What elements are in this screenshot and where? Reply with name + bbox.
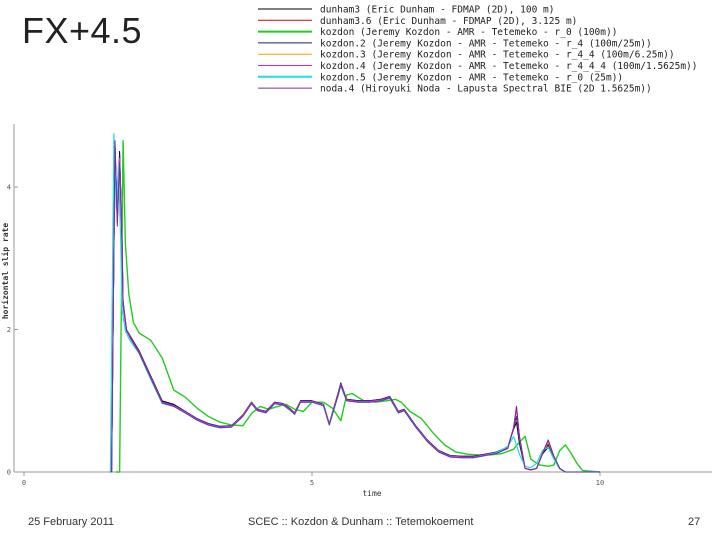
series-line <box>110 147 600 473</box>
footer-date: 25 February 2011 <box>28 516 115 528</box>
legend-label: dunham3.6 (Eric Dunham - FDMAP (2D), 3.1… <box>320 16 577 27</box>
x-tick-label: 0 <box>22 479 26 487</box>
x-tick-label: 5 <box>310 479 314 487</box>
legend-label: kozdon.2 (Jeremy Kozdon - AMR - Tetemeko… <box>320 38 652 49</box>
footer-center-text: SCEC :: Kozdon & Dunham :: Tetemokoement <box>248 516 474 528</box>
series-line <box>109 133 600 473</box>
legend-label: kozdon.5 (Jeremy Kozdon - AMR - Tetemeko… <box>320 72 623 83</box>
slide-title: FX+4.5 <box>22 10 143 51</box>
page-number: 27 <box>688 516 701 528</box>
legend-label: dunham3 (Eric Dunham - FDMAP (2D), 100 m… <box>320 5 555 16</box>
x-tick-label: 10 <box>596 479 604 487</box>
y-axis-label: horizontal slip rate <box>0 223 10 320</box>
series-line <box>110 143 600 473</box>
series-line <box>110 143 600 473</box>
legend-label: noda.4 (Hiroyuki Noda - Lapusta Spectral… <box>320 84 652 95</box>
legend-label: kozdon.4 (Jeremy Kozdon - AMR - Tetemeko… <box>320 61 698 72</box>
y-tick-label: 4 <box>7 184 11 192</box>
series-line <box>116 140 601 473</box>
y-tick-label: 2 <box>7 326 11 334</box>
chart-legend: dunham3 (Eric Dunham - FDMAP (2D), 100 m… <box>258 5 698 95</box>
x-axis-label: time <box>362 489 381 498</box>
legend-label: kozdon.3 (Jeremy Kozdon - AMR - Tetemeko… <box>320 50 675 61</box>
series-line <box>110 140 600 473</box>
slip-rate-chart: 0 5 10 0 2 4 time horizontal slip rate <box>0 124 712 498</box>
series-line <box>110 150 600 473</box>
y-tick-label: 0 <box>7 469 11 477</box>
series-line <box>110 147 600 473</box>
legend-label: kozdon (Jeremy Kozdon - AMR - Tetemeko -… <box>320 27 617 38</box>
